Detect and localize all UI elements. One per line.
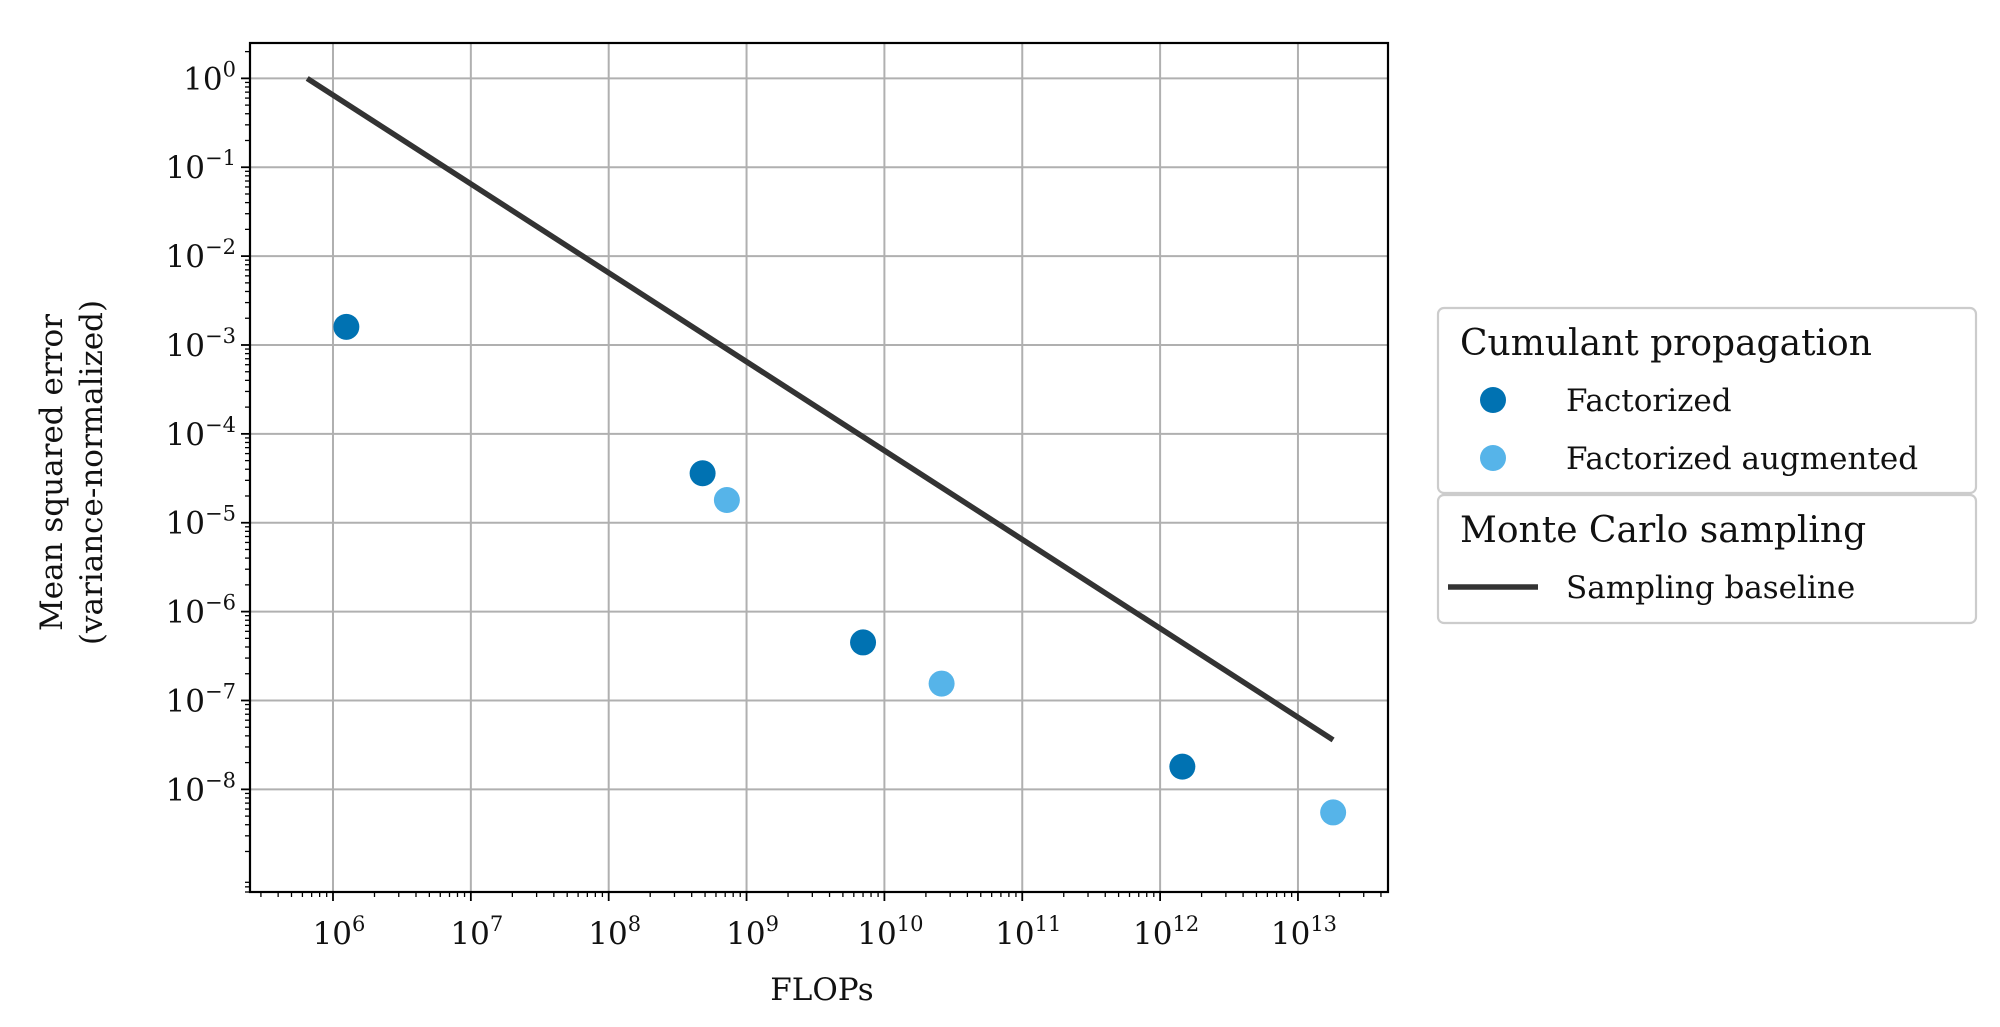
grid <box>250 43 1388 892</box>
y-tick-label: 10−5 <box>166 502 236 542</box>
x-tick-label: 106 <box>313 912 366 952</box>
series-layer <box>305 76 1347 826</box>
x-tick-label: 1012 <box>1133 912 1199 952</box>
y-axis-label-line-2: (variance-normalized) <box>74 300 110 645</box>
y-tick-label: 10−4 <box>166 413 236 453</box>
x-axis-label: FLOPs <box>770 972 873 1008</box>
point-factorized <box>333 313 360 340</box>
legend-entry-label: Factorized <box>1566 383 1732 419</box>
point-factorized <box>850 629 877 656</box>
x-tick-label: 1013 <box>1271 912 1337 952</box>
x-tick-label: 107 <box>450 912 503 952</box>
legend-group: Cumulant propagation Factorized Factorized… <box>1436 306 1978 495</box>
minor-ticks <box>245 50 1382 897</box>
x-tick-label: 109 <box>726 912 779 952</box>
legend-entry-label: Factorized augmented <box>1566 441 1918 477</box>
y-axis-ticks: 100 10−1 10−2 10−3 10−4 10−5 10−6 10−7 10−8 <box>166 57 250 808</box>
x-tick-label: 1011 <box>995 912 1061 952</box>
point-factorized <box>1169 753 1196 780</box>
legend-title: Cumulant propagation <box>1460 323 1872 364</box>
y-axis-label: Mean squared error (variance-normalized) <box>34 300 110 645</box>
legend-group: Monte Carlo sampling Sampling baseline <box>1436 493 1978 625</box>
point-factorized-augmented <box>713 487 740 514</box>
legend-marker <box>1480 387 1506 413</box>
plot-frame <box>248 41 1390 894</box>
legend-entry-label: Sampling baseline <box>1566 570 1855 606</box>
y-tick-label: 10−3 <box>166 324 236 364</box>
y-tick-label: 10−6 <box>166 591 236 631</box>
series-line-sampling-baseline <box>305 76 1335 743</box>
x-axis-ticks: 106 107 108 109 1010 1011 1012 1013 <box>313 892 1337 952</box>
x-tick-label: 108 <box>588 912 641 952</box>
legend: Cumulant propagation Factorized Factorized… <box>1436 306 1978 625</box>
point-factorized-augmented <box>928 670 955 697</box>
y-tick-label: 10−7 <box>166 679 236 719</box>
legend-box <box>1436 493 1978 625</box>
y-tick-label: 100 <box>183 57 236 97</box>
point-factorized-augmented <box>1320 799 1347 826</box>
legend-marker <box>1480 445 1506 471</box>
y-tick-label: 10−8 <box>166 768 236 808</box>
point-factorized <box>689 460 716 487</box>
x-tick-label: 1010 <box>857 912 923 952</box>
legend-title: Monte Carlo sampling <box>1460 510 1866 551</box>
y-tick-label: 10−1 <box>166 146 236 186</box>
y-tick-label: 10−2 <box>166 235 236 275</box>
y-axis-label-line-1: Mean squared error <box>34 314 70 631</box>
legend-box <box>1436 306 1978 495</box>
